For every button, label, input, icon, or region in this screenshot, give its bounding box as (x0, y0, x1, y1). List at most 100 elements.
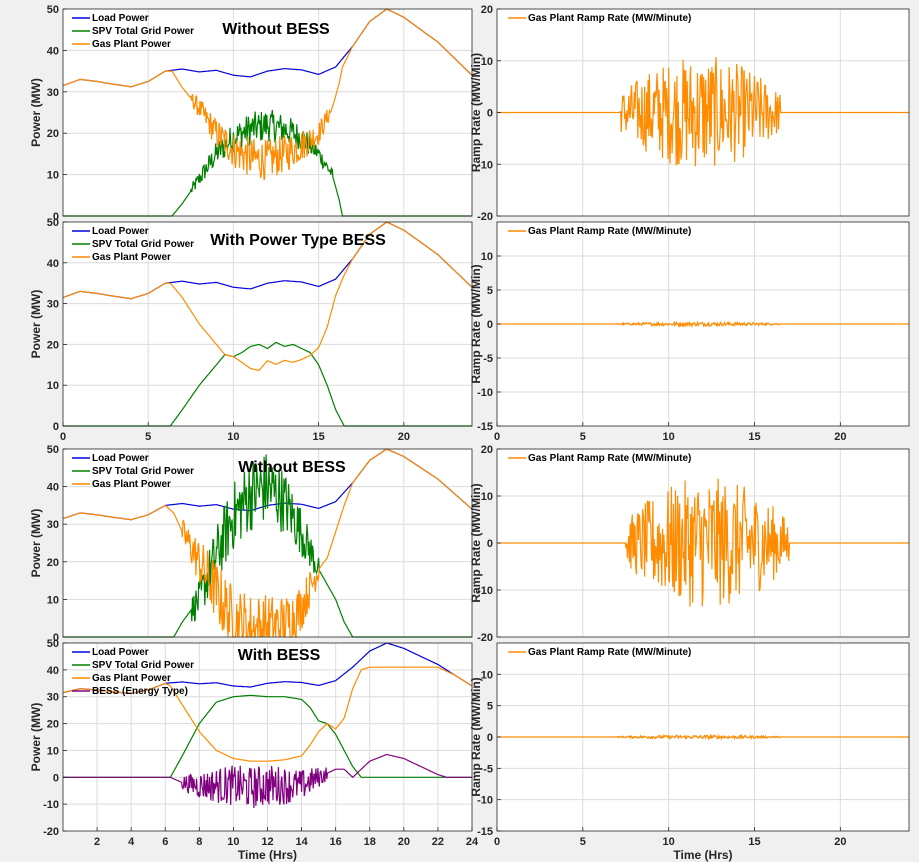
series-line-4 (63, 753, 472, 809)
y-axis-label: Ramp Rate (MW/Min) (469, 53, 483, 172)
y-tick-label: 30 (47, 299, 59, 311)
x-tick-label: 10 (663, 431, 675, 443)
x-tick-label: 5 (580, 431, 586, 443)
y-tick-label: -20 (43, 826, 59, 838)
x-tick-label: 22 (432, 836, 444, 848)
legend-entry: SPV Total Grid Power (92, 26, 194, 37)
y-tick-label: 50 (47, 638, 59, 650)
y-axis-label: Ramp Rate (MW/Min) (469, 264, 483, 383)
x-tick-label: 10 (663, 836, 675, 848)
plot-frame (62, 8, 473, 217)
y-tick-label: -10 (43, 799, 59, 811)
x-axis-label: Time (Hrs) (238, 848, 297, 862)
x-tick-label: 18 (364, 836, 376, 848)
x-tick-label: 0 (494, 431, 500, 443)
y-tick-label: 50 (47, 4, 59, 16)
x-tick-label: 20 (398, 431, 410, 443)
series-line-1 (497, 57, 909, 167)
series-line-3 (62, 448, 473, 638)
x-tick-label: 5 (145, 431, 151, 443)
panel-5: 0 10 20 30 40 50 Power (MW) Without BESS Load Po… (29, 444, 473, 644)
panel-4: -15 -10 -5 0 5 10 0 5 10 15 20 Ramp Rate (MW/Min) Ga… (469, 221, 910, 443)
y-axis-label: Power (MW) (29, 509, 43, 578)
y-tick-label: 10 (481, 56, 493, 68)
x-tick-label: 10 (227, 431, 239, 443)
y-tick-label: 30 (47, 519, 59, 531)
x-tick-label: 4 (128, 836, 135, 848)
y-tick-label: -15 (477, 826, 493, 838)
y-tick-label: 10 (481, 669, 493, 681)
y-tick-label: 20 (47, 128, 59, 140)
x-tick-label: 20 (398, 836, 410, 848)
y-tick-label: 30 (47, 692, 59, 704)
panel-title: With Power Type BESS (210, 232, 386, 249)
y-tick-label: 0 (53, 211, 59, 223)
x-tick-label: 16 (330, 836, 342, 848)
series-line-1 (497, 320, 909, 329)
y-tick-label: 20 (481, 4, 493, 16)
y-tick-label: -5 (483, 353, 493, 365)
plot-frame (62, 448, 473, 638)
series-line-3 (62, 221, 473, 372)
series-line-1 (497, 733, 909, 741)
x-tick-label: 15 (748, 836, 760, 848)
legend-entry: Load Power (92, 453, 149, 464)
y-tick-label: 5 (487, 701, 493, 713)
legend-entry: SPV Total Grid Power (92, 660, 194, 671)
legend-entry: SPV Total Grid Power (92, 239, 194, 250)
y-tick-label: 20 (47, 719, 59, 731)
y-axis-label: Power (MW) (29, 290, 43, 359)
y-tick-label: 40 (47, 258, 59, 270)
y-tick-label: 0 (53, 772, 59, 784)
y-tick-label: 20 (47, 557, 59, 569)
y-tick-label: 0 (53, 421, 59, 433)
panel-title: With BESS (238, 647, 321, 664)
y-axis-label: Power (MW) (29, 703, 43, 772)
legend-entry: Gas Plant Power (92, 252, 171, 263)
x-tick-label: 8 (196, 836, 202, 848)
x-tick-label: 14 (295, 836, 308, 848)
y-tick-label: -10 (477, 159, 493, 171)
plot-area (63, 449, 472, 637)
y-tick-label: 0 (487, 319, 493, 331)
series-line-3 (62, 8, 473, 181)
y-tick-label: 10 (47, 380, 59, 392)
legend-entry: Load Power (92, 226, 149, 237)
legend-entry: Gas Plant Power (92, 479, 171, 490)
x-tick-label: 15 (313, 431, 325, 443)
y-tick-label: -20 (477, 211, 493, 223)
x-tick-label: 24 (466, 836, 479, 848)
panel-1: 0 10 20 30 40 50 Power (MW) Without BESS Load Po… (29, 4, 473, 223)
y-tick-label: 0 (487, 732, 493, 744)
y-tick-label: 50 (47, 217, 59, 229)
x-axis-label: Time (Hrs) (673, 848, 732, 862)
y-tick-label: -20 (477, 632, 493, 644)
plot-frame (62, 221, 473, 427)
y-tick-label: 10 (47, 594, 59, 606)
y-tick-label: 20 (47, 339, 59, 351)
y-tick-label: 40 (47, 45, 59, 57)
legend-entry: Gas Plant Ramp Rate (MW/Minute) (528, 453, 691, 464)
legend-entry: Gas Plant Ramp Rate (MW/Minute) (528, 13, 691, 24)
x-tick-label: 6 (162, 836, 168, 848)
panel-title: Without BESS (238, 459, 346, 476)
y-tick-label: 40 (47, 482, 59, 494)
y-tick-label: -15 (477, 421, 493, 433)
x-tick-label: 15 (748, 431, 760, 443)
legend-entry: Load Power (92, 13, 149, 24)
y-tick-label: 40 (47, 665, 59, 677)
panel-title: Without BESS (222, 21, 330, 38)
panel-3: 0 10 20 30 40 50 0 5 10 15 20 Power (MW) With Power … (29, 217, 473, 443)
y-tick-label: 20 (481, 444, 493, 456)
series-line-1 (497, 478, 909, 607)
y-tick-label: 10 (481, 251, 493, 263)
y-tick-label: 10 (47, 170, 59, 182)
y-tick-label: -5 (483, 763, 493, 775)
y-tick-label: -10 (477, 585, 493, 597)
y-tick-label: 30 (47, 87, 59, 99)
panel-6: -20 -10 0 10 20 Ramp Rate (MW/Min) Gas Plant R… (469, 444, 910, 644)
legend-entry: Gas Plant Power (92, 673, 171, 684)
legend-entry: Gas Plant Ramp Rate (MW/Minute) (528, 226, 691, 237)
